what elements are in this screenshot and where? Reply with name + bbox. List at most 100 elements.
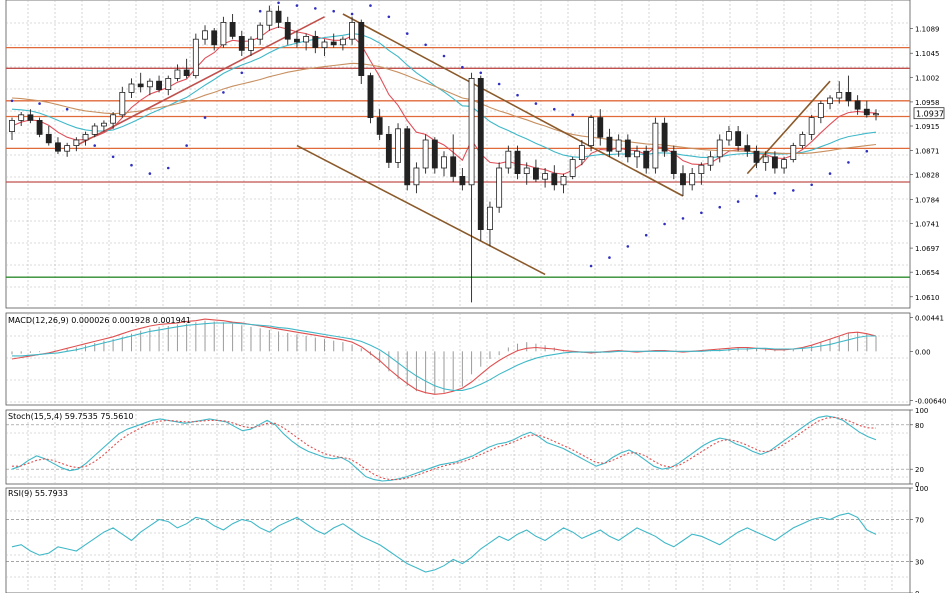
- sar-dot: [369, 4, 372, 7]
- candle-body: [321, 41, 328, 48]
- sar-dot: [148, 172, 152, 175]
- rsi-axis: 100 70 30 0: [910, 485, 928, 593]
- candle-body: [422, 139, 429, 169]
- sar-dot: [65, 107, 69, 111]
- candle-body: [146, 80, 153, 88]
- sar-dot: [663, 222, 666, 226]
- candle-body: [450, 156, 457, 177]
- candle-body: [27, 114, 34, 121]
- sar-dot: [718, 205, 722, 209]
- candle-body: [505, 150, 512, 169]
- candle: [624, 134, 631, 163]
- candle-body: [385, 133, 392, 163]
- candle: [64, 142, 71, 157]
- sar-dot: [424, 43, 427, 47]
- candle: [505, 145, 512, 174]
- candle-body: [790, 145, 797, 161]
- candle: [294, 30, 300, 48]
- candle-body: [36, 120, 43, 135]
- sar-dot: [314, 7, 317, 10]
- candle: [73, 137, 80, 152]
- candle-body: [744, 145, 751, 152]
- stochastic-series-line: [11, 415, 877, 482]
- candle: [303, 33, 310, 51]
- candle-body: [698, 164, 705, 174]
- candle-body: [615, 139, 622, 152]
- candle-body: [634, 150, 640, 158]
- candle: [854, 95, 861, 115]
- candle: [551, 165, 558, 191]
- candle: [716, 134, 723, 163]
- candle: [431, 137, 438, 174]
- sar-dot: [681, 217, 685, 220]
- candle: [27, 109, 34, 124]
- candle: [229, 14, 236, 40]
- candle: [404, 126, 411, 191]
- sar-dot: [828, 172, 832, 175]
- candle: [459, 168, 466, 191]
- candle-body: [137, 83, 144, 88]
- axis-tick-label: 1.1002: [915, 74, 940, 82]
- axis-tick-label: 0.00: [915, 348, 931, 356]
- sar-dot: [203, 116, 207, 119]
- sar-dot: [442, 54, 446, 58]
- sar-dot: [295, 4, 299, 7]
- sar-dot: [332, 9, 336, 13]
- candle: [477, 75, 484, 241]
- candle: [192, 33, 199, 79]
- candle: [284, 16, 291, 45]
- candle: [514, 145, 521, 180]
- axis-tick-label: 0.00441: [915, 315, 944, 323]
- candle: [183, 58, 190, 79]
- candle-body: [652, 122, 659, 169]
- price-panel: 1.1089 1.1045 1.1002 1.0958 1.0915 1.0871 1.08…: [5, 0, 945, 309]
- rsi-panel: 100 70 30 0 RSI(9) 55.7933: [5, 485, 928, 593]
- current-price-marker: 1.0937: [913, 107, 945, 120]
- candle: [312, 30, 319, 54]
- candle: [643, 145, 650, 174]
- candle-body: [91, 125, 98, 135]
- candle-body: [45, 133, 52, 144]
- axis-tick-label: 30: [915, 559, 924, 567]
- price-candles: [9, 5, 879, 303]
- price-horizontal-levels: [6, 46, 910, 278]
- price-moving-averages: [11, 26, 877, 175]
- stochastic-label: Stoch(15,5,4) 59.7535 75.5610: [8, 412, 134, 421]
- current-price-box: [913, 107, 945, 120]
- sar-dot: [130, 163, 133, 167]
- sar-dot: [534, 102, 538, 105]
- candle-body: [726, 131, 732, 141]
- candle-body: [9, 120, 15, 133]
- candle-body: [174, 69, 181, 79]
- axis-tick-label: 1.0915: [915, 123, 940, 131]
- candle: [395, 123, 401, 168]
- candle-body: [707, 156, 714, 166]
- panel-frame: [5, 312, 911, 406]
- candle-body: [606, 136, 613, 152]
- candle-body: [404, 128, 411, 186]
- candle: [670, 145, 677, 180]
- sar-dot: [736, 200, 740, 203]
- candle-body: [275, 10, 282, 23]
- candle-body: [808, 117, 815, 135]
- sar-dot: [461, 65, 464, 69]
- candle: [358, 19, 365, 84]
- sar-dot: [222, 91, 225, 94]
- candle-body: [781, 159, 788, 169]
- candle-body: [211, 30, 218, 46]
- candle: [771, 151, 778, 174]
- sar-dot: [865, 149, 869, 153]
- axis-tick-label: 70: [915, 517, 924, 525]
- panel-frame: [5, 487, 911, 593]
- candle: [137, 72, 144, 93]
- axis-tick-label: 1.0610: [915, 294, 940, 302]
- candle: [735, 126, 742, 152]
- candle-body: [578, 145, 585, 161]
- candle: [220, 16, 227, 48]
- candle-body: [597, 117, 604, 138]
- candle: [100, 120, 107, 132]
- candle: [211, 28, 218, 51]
- sar-dot: [111, 155, 115, 159]
- candle-body: [73, 139, 80, 146]
- parabolic-sar-dots: [10, 1, 869, 268]
